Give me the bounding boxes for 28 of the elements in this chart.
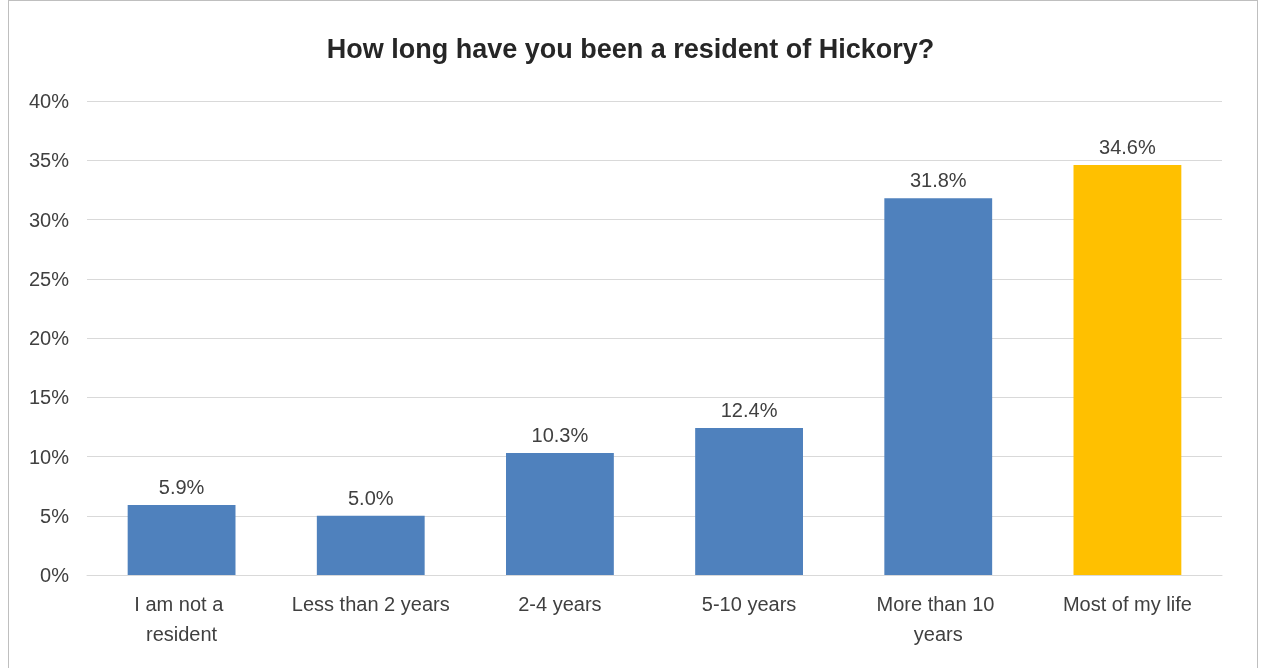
data-label: 12.4% (720, 399, 778, 422)
x-tick-label: I am not a resident (134, 593, 229, 645)
chart-title: How long have you been a resident of Hickory? (326, 33, 935, 64)
y-tick-label: 0% (40, 564, 70, 586)
data-label: 10.3% (531, 423, 589, 446)
y-tick-label: 10% (28, 445, 70, 468)
x-tick-label: Most of my life (1062, 593, 1192, 615)
y-tick-label: 5% (40, 504, 70, 527)
y-tick-label: 40% (28, 90, 70, 112)
bar (695, 428, 803, 575)
y-tick-label: 35% (28, 149, 70, 172)
data-label: 31.8% (909, 169, 967, 192)
y-tick-label: 20% (28, 327, 70, 349)
bar (1073, 164, 1182, 575)
x-tick-label: 2-4 years (518, 593, 602, 615)
bar (316, 515, 425, 575)
x-tick-label: More than 10 years (876, 593, 1000, 645)
x-tick-label: 5-10 years (701, 593, 797, 615)
bar (127, 505, 236, 575)
y-tick-label: 15% (28, 386, 70, 409)
bar (884, 198, 993, 575)
data-label: 5.0% (347, 486, 394, 509)
bar (506, 452, 614, 575)
data-label: 5.9% (158, 476, 205, 499)
x-tick-label: Less than 2 years (291, 593, 450, 615)
data-label: 34.6% (1099, 135, 1156, 158)
y-tick-label: 30% (28, 208, 70, 231)
y-tick-label: 25% (28, 267, 70, 290)
